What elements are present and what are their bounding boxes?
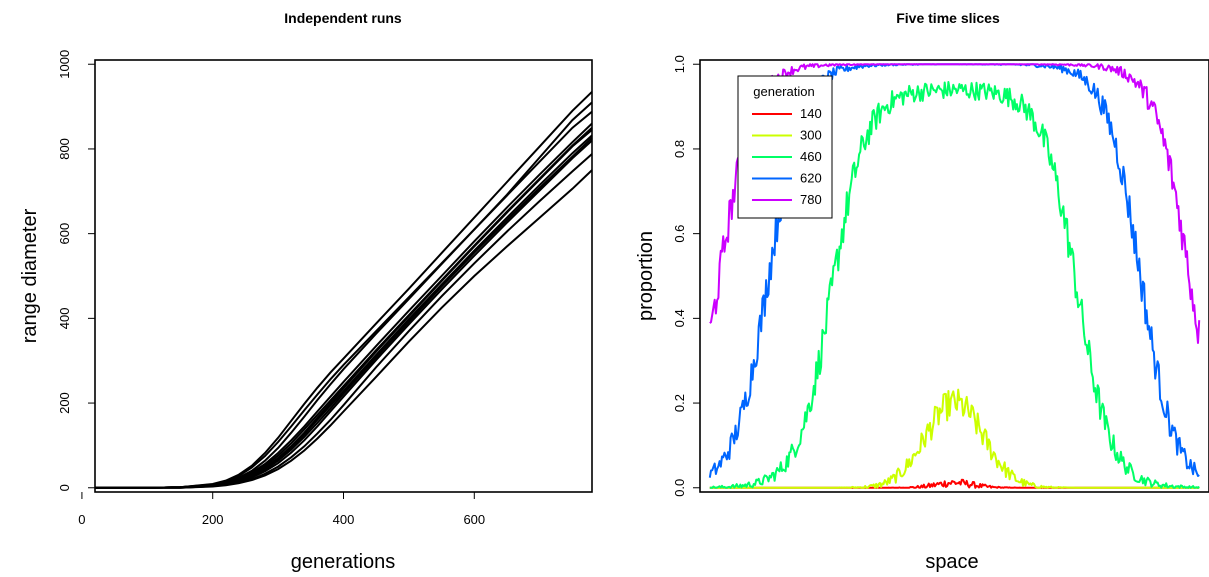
x-tick-label: 200 — [202, 512, 224, 527]
right-plot-frame — [699, 59, 1209, 493]
left-chart-title: Independent runs — [284, 10, 402, 26]
legend-label: 140 — [800, 106, 822, 121]
y-tick-label: 0 — [57, 484, 72, 491]
left-y-axis-label: range diameter — [19, 208, 41, 343]
legend-label: 620 — [800, 171, 822, 186]
y-tick-label: 0.4 — [672, 309, 687, 327]
left-x-axis: 0 200 400 600 — [78, 492, 485, 527]
y-tick-label: 0.0 — [672, 479, 687, 497]
run-line-8 — [95, 139, 593, 489]
y-tick-label: 400 — [57, 308, 72, 330]
run-line-3 — [95, 137, 593, 489]
x-tick-label: 400 — [333, 512, 355, 527]
run-line-9 — [95, 169, 593, 489]
x-tick-label: 0 — [78, 512, 85, 527]
left-y-axis: 0 200 400 600 800 1000 — [57, 50, 95, 491]
legend-title: generation — [753, 84, 814, 99]
y-tick-label: 1.0 — [672, 55, 687, 73]
run-line-6 — [95, 101, 593, 489]
legend-label: 780 — [800, 192, 822, 207]
run-line-7 — [95, 91, 593, 489]
right-panel: Five time slices 0.0 0.2 0.4 0.6 0.8 1.0 spac… — [635, 10, 1209, 573]
right-y-axis-label: proportion — [635, 231, 657, 321]
slice-line-140 — [709, 478, 1200, 489]
y-tick-label: 0.8 — [672, 140, 687, 158]
right-x-axis-label: space — [925, 551, 978, 573]
slice-line-300 — [709, 388, 1200, 489]
run-line-4 — [95, 153, 593, 489]
left-panel: Independent runs 0 200 400 600 0 200 400 600 80… — [19, 10, 593, 573]
legend: generation 140 300 460 620 780 — [737, 75, 833, 219]
legend-label: 300 — [800, 128, 822, 143]
y-tick-label: 0.2 — [672, 394, 687, 412]
slice-line-780 — [709, 63, 1201, 344]
y-tick-label: 1000 — [57, 50, 72, 79]
left-x-axis-label: generations — [291, 551, 396, 573]
run-line-11 — [95, 134, 593, 489]
y-tick-label: 600 — [57, 223, 72, 245]
legend-label: 460 — [800, 149, 822, 164]
right-chart-title: Five time slices — [896, 10, 1000, 26]
legend-box — [737, 75, 833, 219]
run-line-1 — [95, 110, 593, 489]
slice-line-460 — [709, 81, 1200, 489]
y-tick-label: 800 — [57, 138, 72, 160]
right-y-axis: 0.0 0.2 0.4 0.6 0.8 1.0 — [672, 55, 700, 497]
left-plot-frame — [94, 59, 593, 493]
run-line-10 — [95, 122, 593, 489]
x-tick-label: 600 — [463, 512, 485, 527]
left-series-lines — [95, 91, 593, 489]
y-tick-label: 0.6 — [672, 225, 687, 243]
y-tick-label: 200 — [57, 392, 72, 414]
